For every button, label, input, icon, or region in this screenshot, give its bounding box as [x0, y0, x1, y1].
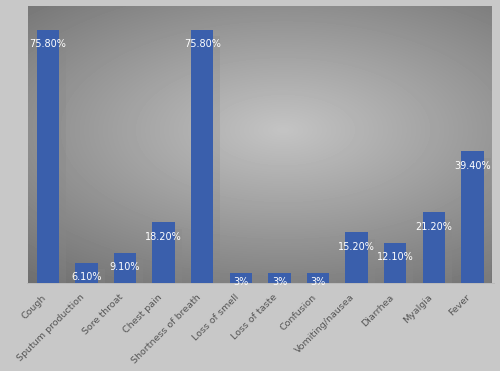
- Bar: [430, 219, 452, 290]
- Text: 75.80%: 75.80%: [30, 39, 66, 49]
- Bar: [268, 273, 290, 283]
- Bar: [230, 273, 252, 283]
- Bar: [462, 151, 483, 283]
- Bar: [391, 249, 413, 290]
- Text: 3%: 3%: [272, 277, 287, 287]
- Bar: [275, 280, 297, 290]
- Text: 39.40%: 39.40%: [454, 161, 491, 171]
- Bar: [314, 280, 336, 290]
- Bar: [352, 239, 375, 290]
- Bar: [44, 36, 66, 290]
- Bar: [114, 253, 136, 283]
- Bar: [191, 30, 214, 283]
- Text: 18.20%: 18.20%: [145, 232, 182, 242]
- Text: 21.20%: 21.20%: [416, 221, 453, 232]
- Text: 3%: 3%: [233, 277, 248, 287]
- Bar: [468, 158, 490, 290]
- Bar: [198, 36, 220, 290]
- Bar: [422, 212, 445, 283]
- Bar: [152, 222, 175, 283]
- Text: 75.80%: 75.80%: [184, 39, 220, 49]
- Bar: [236, 280, 259, 290]
- Text: 9.10%: 9.10%: [110, 262, 140, 272]
- Bar: [75, 263, 98, 283]
- Text: 3%: 3%: [310, 277, 326, 287]
- Bar: [82, 269, 104, 290]
- Bar: [36, 30, 59, 283]
- Bar: [307, 273, 330, 283]
- Bar: [160, 229, 182, 290]
- Text: 15.20%: 15.20%: [338, 242, 375, 252]
- Bar: [121, 259, 143, 290]
- Text: 6.10%: 6.10%: [71, 272, 102, 282]
- Bar: [384, 243, 406, 283]
- Text: 12.10%: 12.10%: [377, 252, 414, 262]
- Bar: [346, 232, 368, 283]
